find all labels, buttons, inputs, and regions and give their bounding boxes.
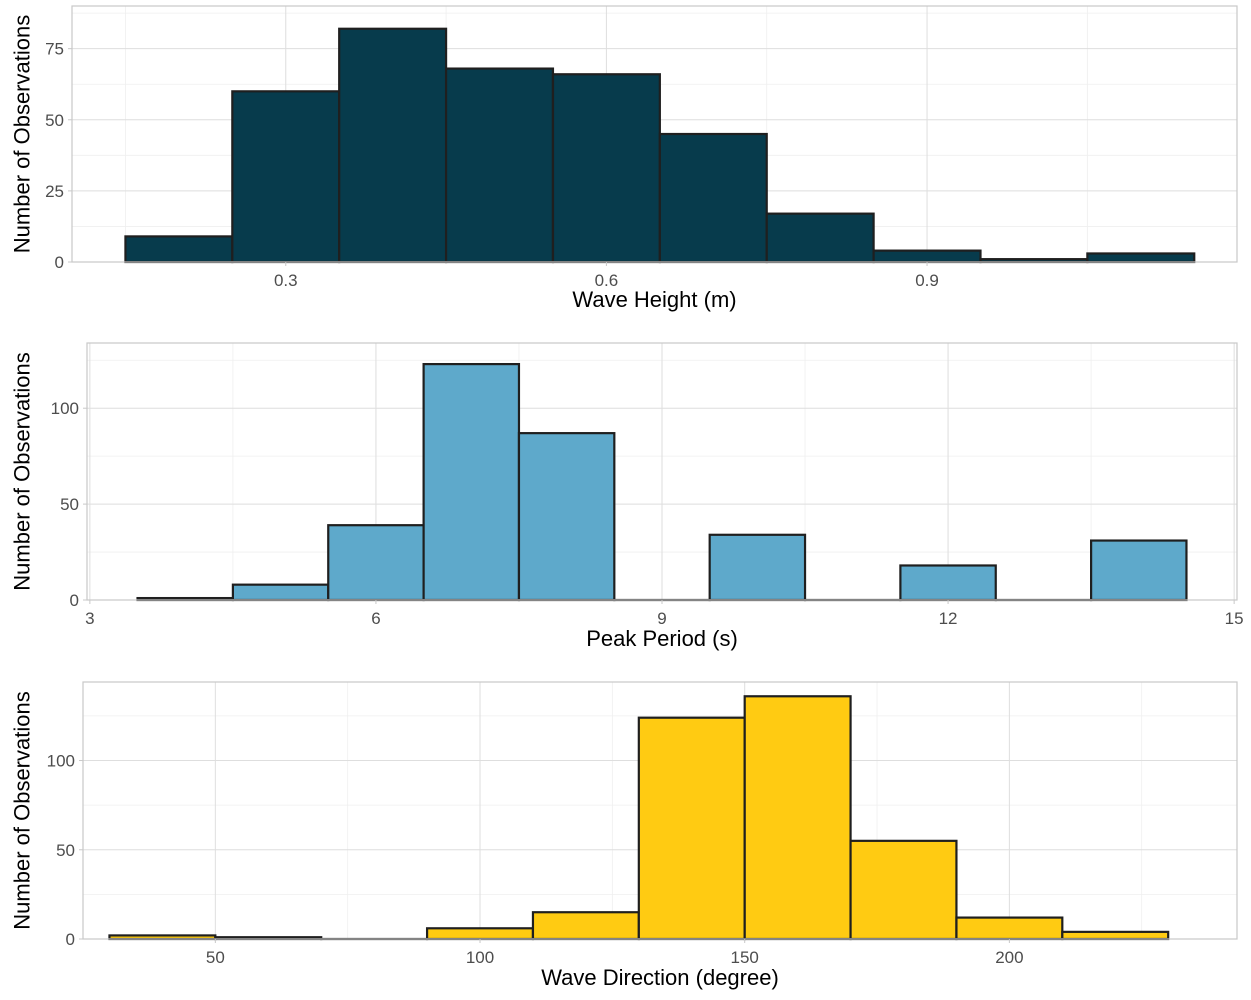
x-axis-title: Wave Height (m) [572, 287, 736, 312]
x-tick-label: 3 [85, 609, 94, 628]
histogram-bar [517, 432, 616, 602]
histogram-bar [658, 132, 768, 264]
y-tick-label: 0 [55, 253, 64, 272]
y-tick-label: 100 [51, 399, 79, 418]
histogram-bar [765, 212, 875, 264]
histogram-panel-1: 0.3 0.6 0.9 0 25 50 75 Wave Height (m) Number of… [10, 5, 1238, 312]
x-tick-label: 200 [995, 948, 1023, 967]
histogram-bar [708, 533, 807, 602]
x-tick-label: 50 [206, 948, 225, 967]
histogram-bar [327, 524, 425, 602]
histogram-bar [124, 235, 234, 264]
x-tick-label: 12 [939, 609, 958, 628]
panel-border [82, 681, 1238, 940]
histogram-bar [338, 27, 448, 264]
x-tick-label: 0.9 [915, 271, 939, 290]
panel-border [71, 5, 1238, 263]
x-tick-label: 9 [657, 609, 666, 628]
histogram-bar [531, 911, 640, 941]
y-tick-label: 50 [60, 495, 79, 514]
y-tick-label: 25 [45, 182, 64, 201]
histogram-panel-2: 3 6 9 12 15 0 50 100 Peak Period (s) Number of Ob… [10, 342, 1244, 651]
y-axis-title: Number of Observations [10, 15, 35, 253]
y-axis-title: Number of Observations [10, 691, 35, 929]
histogram-bar [743, 695, 852, 941]
histogram-bar [955, 916, 1064, 941]
histogram-bar [849, 839, 958, 941]
histogram-bar [872, 249, 982, 264]
histogram-panel-3: 50 100 150 200 0 50 100 Wave Direction (degree)… [10, 681, 1238, 990]
y-tick-label: 0 [70, 591, 79, 610]
x-tick-label: 6 [371, 609, 380, 628]
x-axis-title: Peak Period (s) [586, 626, 738, 651]
y-tick-label: 0 [66, 930, 75, 949]
histogram-bar [1086, 252, 1196, 264]
histogram-bar [637, 716, 746, 941]
y-tick-label: 100 [47, 752, 75, 771]
x-tick-label: 150 [731, 948, 759, 967]
histogram-bar [1061, 930, 1170, 941]
y-axis-title: Number of Observations [10, 352, 35, 590]
histogram-bar [1090, 539, 1188, 602]
x-tick-label: 15 [1225, 609, 1244, 628]
histogram-bar [231, 90, 341, 264]
histogram-bar [231, 583, 330, 602]
histogram-bar [551, 73, 661, 264]
histogram-bar [422, 362, 521, 602]
y-tick-label: 50 [45, 111, 64, 130]
histogram-bar [444, 67, 555, 264]
y-tick-label: 75 [45, 40, 64, 59]
x-axis-title: Wave Direction (degree) [541, 965, 779, 990]
x-tick-label: 100 [466, 948, 494, 967]
x-tick-label: 0.3 [274, 271, 298, 290]
histogram-bar [425, 927, 535, 941]
histogram-bar [899, 564, 997, 602]
y-tick-label: 50 [56, 841, 75, 860]
x-tick-label: 0.6 [595, 271, 619, 290]
